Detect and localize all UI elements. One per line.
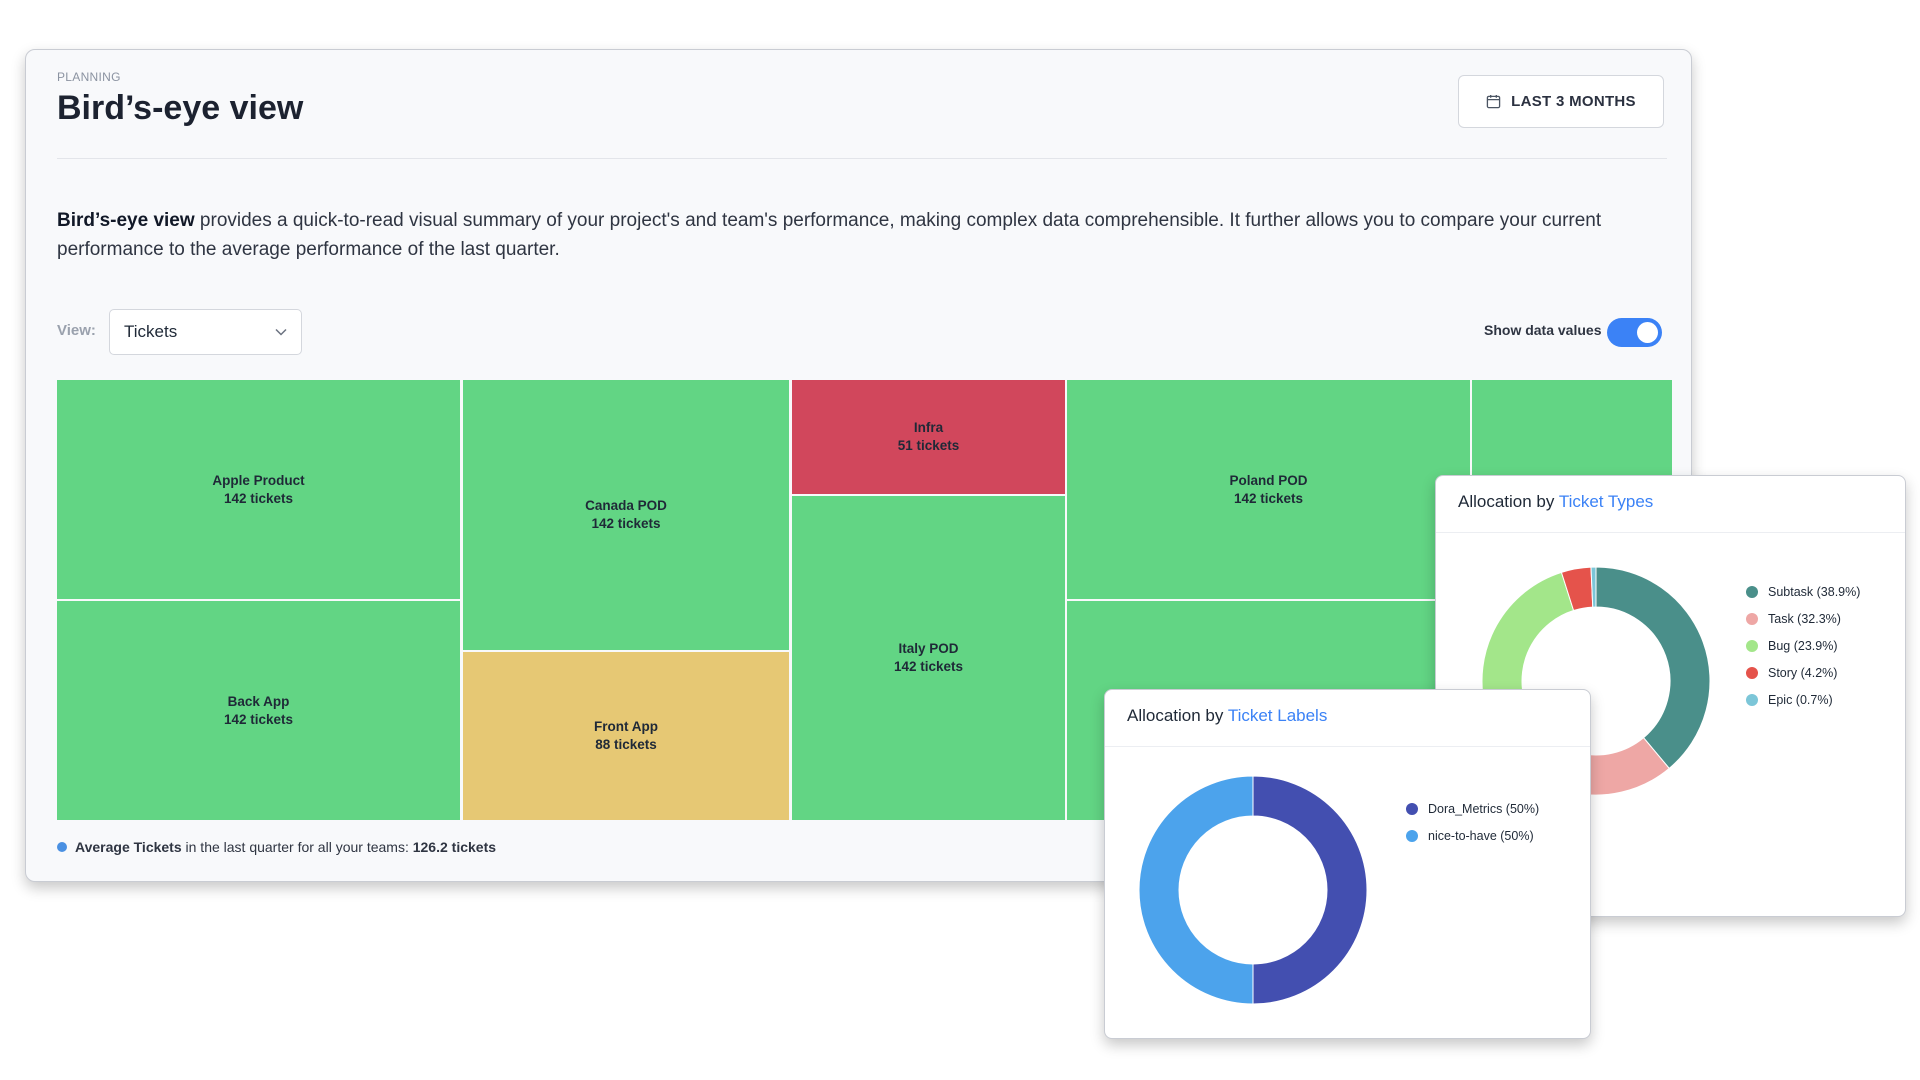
- tile-value: 142 tickets: [893, 659, 964, 674]
- legend-item: Subtask (38.9%): [1746, 578, 1860, 605]
- tile-name: Canada POD: [585, 498, 667, 513]
- legend-swatch-icon: [1406, 829, 1418, 842]
- legend-swatch-icon: [1746, 666, 1758, 679]
- header-divider: [57, 158, 1667, 159]
- treemap-tile[interactable]: Italy POD 142 tickets: [792, 496, 1065, 820]
- card-title-prefix: Allocation by: [1458, 492, 1559, 511]
- show-values-toggle[interactable]: [1607, 318, 1662, 347]
- tile-value: 51 tickets: [897, 438, 960, 453]
- toggle-knob: [1637, 322, 1658, 343]
- card-header: Allocation by Ticket Labels: [1105, 690, 1590, 747]
- legend-label: Dora_Metrics (50%): [1428, 801, 1540, 816]
- legend-label: Subtask (38.9%): [1768, 584, 1861, 599]
- average-note: Average Tickets in the last quarter for …: [57, 839, 496, 855]
- legend-swatch-icon: [1746, 612, 1758, 625]
- tile-value: 142 tickets: [591, 516, 661, 531]
- legend-item: Story (4.2%): [1746, 659, 1860, 686]
- tile-name: Poland POD: [1229, 472, 1308, 488]
- legend-item: nice-to-have (50%): [1406, 822, 1539, 849]
- card-title: Allocation by Ticket Types: [1458, 492, 1653, 512]
- legend-label: Story (4.2%): [1768, 665, 1838, 680]
- treemap-tile[interactable]: Front App 88 tickets: [463, 652, 789, 820]
- donut-slice: [1481, 571, 1575, 709]
- tile-value: 88 tickets: [595, 737, 657, 752]
- calendar-icon: [1486, 94, 1501, 109]
- legend-swatch-icon: [1746, 693, 1758, 706]
- legend-swatch-icon: [1406, 802, 1418, 815]
- donut-slice: [1590, 566, 1597, 608]
- legend-item: Bug (23.9%): [1746, 632, 1860, 659]
- ticket-labels-donut: [1138, 775, 1368, 1005]
- tile-name: Back App: [227, 693, 290, 709]
- ticket-types-link[interactable]: Ticket Types: [1558, 492, 1654, 511]
- date-range-label: LAST 3 MONTHS: [1511, 93, 1636, 110]
- description-bold: Bird’s-eye view: [57, 210, 195, 231]
- chevron-down-icon: [275, 328, 287, 336]
- description-text: provides a quick-to-read visual summary …: [57, 210, 1602, 260]
- legend-swatch-icon: [1746, 585, 1758, 598]
- donut-slice: [1138, 775, 1254, 1005]
- ticket-labels-legend: Dora_Metrics (50%) nice-to-have (50%): [1406, 795, 1539, 849]
- view-select-value: Tickets: [124, 322, 178, 341]
- average-dot-icon: [57, 842, 67, 852]
- tile-value: 142 tickets: [1233, 490, 1304, 506]
- treemap-tile[interactable]: Apple Product 142 tickets: [57, 380, 460, 599]
- legend-label: nice-to-have (50%): [1428, 828, 1534, 843]
- date-range-button[interactable]: LAST 3 MONTHS: [1458, 75, 1664, 128]
- card-title: Allocation by Ticket Labels: [1127, 706, 1327, 726]
- treemap-tile[interactable]: Infra 51 tickets: [792, 380, 1065, 494]
- legend-label: Epic (0.7%): [1768, 692, 1833, 707]
- card-header: Allocation by Ticket Types: [1436, 476, 1905, 533]
- page-title: Bird’s-eye view: [57, 89, 304, 127]
- ticket-types-legend: Subtask (38.9%) Task (32.3%) Bug (23.9%)…: [1746, 578, 1860, 713]
- donut-slice: [1252, 775, 1368, 1005]
- view-label: View:: [57, 322, 96, 339]
- show-values-label: Show data values: [1484, 322, 1602, 338]
- tile-name: Apple Product: [212, 472, 305, 488]
- tile-name: Front App: [594, 719, 658, 734]
- tile-name: Infra: [913, 420, 944, 435]
- legend-item: Dora_Metrics (50%): [1406, 795, 1539, 822]
- section-eyebrow: PLANNING: [57, 70, 121, 84]
- ticket-labels-link[interactable]: Ticket Labels: [1227, 706, 1328, 725]
- treemap-tile[interactable]: Poland POD 142 tickets: [1067, 380, 1470, 599]
- card-title-prefix: Allocation by: [1127, 706, 1228, 725]
- legend-item: Epic (0.7%): [1746, 686, 1860, 713]
- ticket-labels-card: Allocation by Ticket Labels Dora_Metrics…: [1104, 689, 1591, 1039]
- average-value: 126.2 tickets: [412, 839, 497, 855]
- average-mid: in the last quarter for all your teams:: [181, 839, 413, 855]
- tile-value: 142 tickets: [223, 711, 294, 727]
- legend-label: Bug (23.9%): [1768, 638, 1838, 653]
- birds-eye-card: PLANNING Bird’s-eye view LAST 3 MONTHS B…: [25, 49, 1692, 882]
- treemap-tile[interactable]: Back App 142 tickets: [57, 601, 460, 820]
- tile-value: 142 tickets: [223, 490, 294, 506]
- legend-swatch-icon: [1746, 639, 1758, 652]
- donut-slice: [1595, 566, 1711, 770]
- view-select[interactable]: Tickets: [109, 309, 302, 355]
- legend-item: Task (32.3%): [1746, 605, 1860, 632]
- average-bold: Average Tickets: [75, 839, 182, 855]
- treemap-tile[interactable]: Canada POD 142 tickets: [463, 380, 789, 650]
- tile-name: Italy POD: [898, 641, 959, 656]
- legend-label: Task (32.3%): [1768, 611, 1841, 626]
- description: Bird’s-eye view provides a quick-to-read…: [57, 206, 1657, 264]
